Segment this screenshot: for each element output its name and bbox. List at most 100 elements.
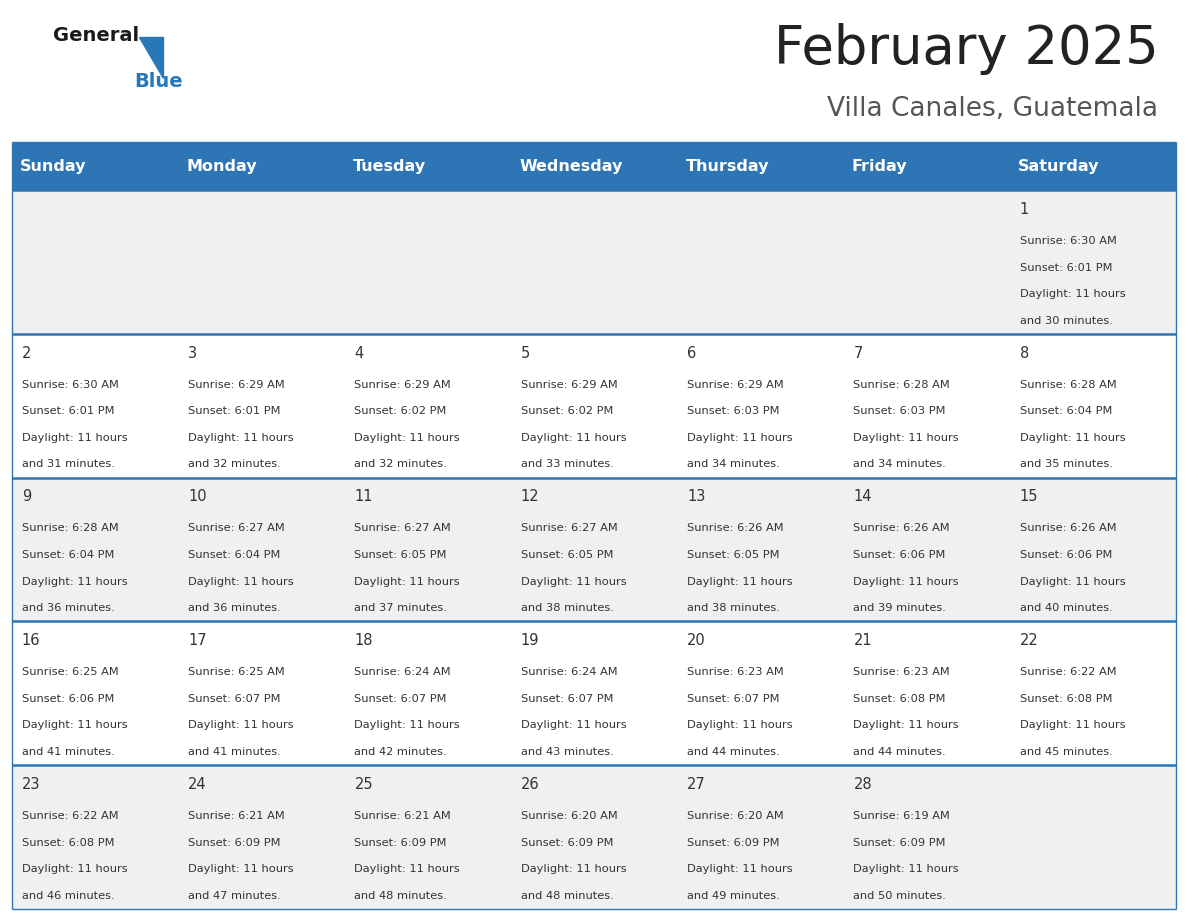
Text: 21: 21: [853, 633, 872, 648]
Text: Villa Canales, Guatemala: Villa Canales, Guatemala: [827, 96, 1158, 122]
Text: Sunrise: 6:28 AM: Sunrise: 6:28 AM: [853, 380, 950, 389]
Text: 12: 12: [520, 489, 539, 505]
Text: and 45 minutes.: and 45 minutes.: [1019, 747, 1112, 757]
Text: Friday: Friday: [852, 159, 908, 174]
Text: Sunset: 6:08 PM: Sunset: 6:08 PM: [853, 694, 946, 704]
Text: Daylight: 11 hours: Daylight: 11 hours: [188, 721, 293, 731]
Text: Sunrise: 6:29 AM: Sunrise: 6:29 AM: [687, 380, 784, 389]
Text: Sunrise: 6:29 AM: Sunrise: 6:29 AM: [188, 380, 285, 389]
Bar: [178, 142, 345, 190]
Text: and 32 minutes.: and 32 minutes.: [188, 460, 280, 469]
Text: 15: 15: [1019, 489, 1038, 505]
Text: Sunset: 6:05 PM: Sunset: 6:05 PM: [687, 550, 779, 560]
Bar: [843, 142, 1010, 190]
Text: Daylight: 11 hours: Daylight: 11 hours: [853, 577, 959, 587]
Text: Sunday: Sunday: [20, 159, 87, 174]
Text: Daylight: 11 hours: Daylight: 11 hours: [188, 577, 293, 587]
Text: Daylight: 11 hours: Daylight: 11 hours: [687, 721, 792, 731]
Text: Daylight: 11 hours: Daylight: 11 hours: [520, 577, 626, 587]
Text: 8: 8: [1019, 346, 1029, 361]
Text: Sunset: 6:04 PM: Sunset: 6:04 PM: [1019, 407, 1112, 416]
Text: Sunset: 6:09 PM: Sunset: 6:09 PM: [687, 837, 779, 847]
Text: and 44 minutes.: and 44 minutes.: [687, 747, 779, 757]
Text: and 47 minutes.: and 47 minutes.: [188, 890, 280, 901]
Text: Daylight: 11 hours: Daylight: 11 hours: [687, 864, 792, 874]
Text: 1: 1: [1019, 202, 1029, 217]
Text: Sunrise: 6:27 AM: Sunrise: 6:27 AM: [354, 523, 451, 533]
Text: and 38 minutes.: and 38 minutes.: [520, 603, 614, 613]
Text: Daylight: 11 hours: Daylight: 11 hours: [21, 433, 127, 442]
Text: and 40 minutes.: and 40 minutes.: [1019, 603, 1112, 613]
Text: 23: 23: [21, 777, 40, 792]
Text: and 34 minutes.: and 34 minutes.: [853, 460, 946, 469]
Text: and 48 minutes.: and 48 minutes.: [354, 890, 447, 901]
Text: Sunset: 6:01 PM: Sunset: 6:01 PM: [1019, 263, 1112, 273]
Text: Daylight: 11 hours: Daylight: 11 hours: [520, 864, 626, 874]
Text: General: General: [53, 27, 139, 45]
Text: Sunset: 6:07 PM: Sunset: 6:07 PM: [188, 694, 280, 704]
Text: Sunset: 6:06 PM: Sunset: 6:06 PM: [1019, 550, 1112, 560]
Text: Daylight: 11 hours: Daylight: 11 hours: [354, 864, 460, 874]
Text: Sunrise: 6:24 AM: Sunrise: 6:24 AM: [354, 667, 451, 677]
Text: Sunset: 6:04 PM: Sunset: 6:04 PM: [188, 550, 280, 560]
Bar: [677, 142, 843, 190]
Text: 16: 16: [21, 633, 40, 648]
Text: Wednesday: Wednesday: [519, 159, 623, 174]
Text: 18: 18: [354, 633, 373, 648]
Text: Daylight: 11 hours: Daylight: 11 hours: [188, 433, 293, 442]
Text: Sunrise: 6:27 AM: Sunrise: 6:27 AM: [520, 523, 618, 533]
Text: Daylight: 11 hours: Daylight: 11 hours: [1019, 577, 1125, 587]
Text: and 39 minutes.: and 39 minutes.: [853, 603, 947, 613]
Text: and 48 minutes.: and 48 minutes.: [520, 890, 613, 901]
Text: Sunrise: 6:22 AM: Sunrise: 6:22 AM: [21, 811, 119, 821]
Text: Daylight: 11 hours: Daylight: 11 hours: [520, 433, 626, 442]
Bar: [12, 765, 1176, 909]
Text: Sunrise: 6:23 AM: Sunrise: 6:23 AM: [853, 667, 950, 677]
Text: Sunrise: 6:29 AM: Sunrise: 6:29 AM: [354, 380, 451, 389]
Text: Daylight: 11 hours: Daylight: 11 hours: [1019, 433, 1125, 442]
Text: and 42 minutes.: and 42 minutes.: [354, 747, 447, 757]
Text: Sunrise: 6:24 AM: Sunrise: 6:24 AM: [520, 667, 618, 677]
Text: Daylight: 11 hours: Daylight: 11 hours: [188, 864, 293, 874]
Text: Sunset: 6:07 PM: Sunset: 6:07 PM: [354, 694, 447, 704]
Text: Sunrise: 6:19 AM: Sunrise: 6:19 AM: [853, 811, 950, 821]
Polygon shape: [139, 37, 163, 78]
Text: Sunrise: 6:26 AM: Sunrise: 6:26 AM: [687, 523, 784, 533]
Text: 11: 11: [354, 489, 373, 505]
Bar: [345, 142, 511, 190]
Text: Monday: Monday: [187, 159, 257, 174]
Text: Daylight: 11 hours: Daylight: 11 hours: [687, 433, 792, 442]
Text: Sunset: 6:09 PM: Sunset: 6:09 PM: [188, 837, 280, 847]
Text: Daylight: 11 hours: Daylight: 11 hours: [1019, 289, 1125, 299]
Text: Daylight: 11 hours: Daylight: 11 hours: [687, 577, 792, 587]
Text: 13: 13: [687, 489, 706, 505]
Text: Sunset: 6:09 PM: Sunset: 6:09 PM: [853, 837, 946, 847]
Text: 20: 20: [687, 633, 706, 648]
Text: 28: 28: [853, 777, 872, 792]
Text: Sunset: 6:01 PM: Sunset: 6:01 PM: [188, 407, 280, 416]
Text: Sunrise: 6:27 AM: Sunrise: 6:27 AM: [188, 523, 285, 533]
Text: Thursday: Thursday: [685, 159, 769, 174]
Text: Tuesday: Tuesday: [353, 159, 426, 174]
Text: Sunrise: 6:21 AM: Sunrise: 6:21 AM: [188, 811, 285, 821]
Text: 22: 22: [1019, 633, 1038, 648]
Text: and 31 minutes.: and 31 minutes.: [21, 460, 115, 469]
Text: and 49 minutes.: and 49 minutes.: [687, 890, 779, 901]
Text: 3: 3: [188, 346, 197, 361]
Text: Sunrise: 6:21 AM: Sunrise: 6:21 AM: [354, 811, 451, 821]
Text: Sunset: 6:09 PM: Sunset: 6:09 PM: [520, 837, 613, 847]
Text: Sunrise: 6:25 AM: Sunrise: 6:25 AM: [188, 667, 285, 677]
Bar: [511, 142, 677, 190]
Text: Sunrise: 6:26 AM: Sunrise: 6:26 AM: [1019, 523, 1117, 533]
Text: Sunset: 6:06 PM: Sunset: 6:06 PM: [21, 694, 114, 704]
Text: and 37 minutes.: and 37 minutes.: [354, 603, 448, 613]
Text: Sunset: 6:05 PM: Sunset: 6:05 PM: [354, 550, 447, 560]
Text: Daylight: 11 hours: Daylight: 11 hours: [520, 721, 626, 731]
Bar: [12, 142, 178, 190]
Bar: [12, 477, 1176, 621]
Text: Daylight: 11 hours: Daylight: 11 hours: [354, 721, 460, 731]
Text: 14: 14: [853, 489, 872, 505]
Text: 9: 9: [21, 489, 31, 505]
Text: and 35 minutes.: and 35 minutes.: [1019, 460, 1113, 469]
Text: Sunset: 6:03 PM: Sunset: 6:03 PM: [687, 407, 779, 416]
